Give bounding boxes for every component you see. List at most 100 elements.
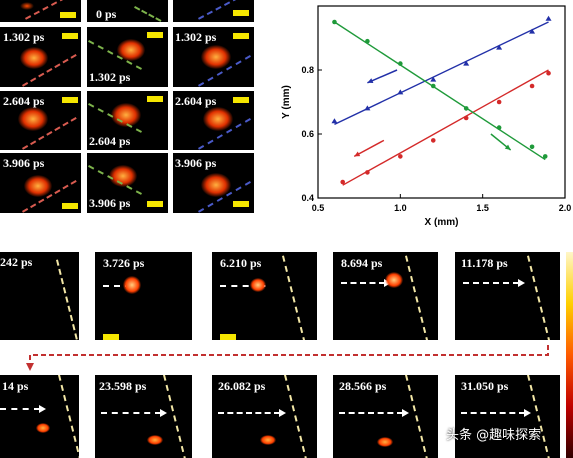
data-point-1 (340, 179, 345, 185)
boundary-line (56, 259, 78, 340)
series-panel-bottom-1: 14 ps (0, 375, 79, 458)
data-point-1 (546, 70, 551, 76)
arrow-head-1 (354, 151, 361, 157)
pulse-spot (260, 435, 276, 445)
pulse-spot (385, 272, 403, 288)
arrow-head-2 (504, 144, 511, 150)
data-point-1 (496, 99, 502, 105)
grid-panel-r1-c1: 1.302 ps (87, 27, 168, 87)
grid-panel-r0-c1: 0 ps (87, 0, 168, 22)
grid-panel-r0-c2 (173, 0, 254, 22)
scale-bar (147, 32, 163, 38)
direction-arrow (463, 279, 525, 287)
boundary-line (282, 255, 306, 340)
time-label: 2.604 ps (175, 94, 217, 108)
pulse-spot (123, 276, 141, 294)
connector-path (26, 345, 549, 371)
grid-panel-r2-c0: 2.604 ps (0, 91, 81, 150)
scale-bar (62, 97, 78, 103)
series-panel-top-5: 11.178 ps (455, 252, 560, 340)
grid-panel-r1-c0: 1.302 ps (0, 27, 81, 87)
grid-panel-r3-c1: 3.906 ps (87, 153, 168, 213)
plot-frame (317, 5, 566, 199)
time-label: 26.082 ps (218, 379, 266, 393)
data-point-1 (463, 115, 469, 121)
data-point-2 (398, 61, 403, 66)
time-label: 31.050 ps (461, 379, 509, 393)
time-label: 28.566 ps (339, 379, 387, 393)
time-label: 3.906 ps (89, 196, 131, 210)
series-panel-bottom-3: 26.082 ps (212, 375, 317, 458)
scale-bar (220, 334, 236, 340)
y-axis-label: Y (mm) (281, 85, 292, 119)
direction-arrow (461, 409, 531, 417)
time-label: 23.598 ps (99, 379, 147, 393)
time-label: 6.210 ps (220, 256, 262, 270)
scale-bar (233, 97, 249, 103)
pulse-spot (18, 107, 48, 131)
data-point-1 (398, 154, 403, 159)
data-point-0 (364, 105, 371, 111)
pulse-spot (201, 45, 231, 69)
series-panel-top-3: 6.210 ps (212, 252, 317, 340)
series-panel-bottom-5: 31.050 ps (455, 375, 560, 458)
series-panel-top-1: 242 ps (0, 252, 79, 340)
y-tick-label: 0.4 (301, 193, 314, 203)
scale-bar (62, 33, 78, 39)
grid-panel-r2-c2: 2.604 ps (173, 91, 254, 150)
pulse-spot (109, 165, 137, 187)
data-point-0 (496, 44, 503, 50)
scale-bar (233, 10, 249, 16)
pulse-spot (36, 423, 50, 433)
grid-panel-r0-c0 (0, 0, 81, 22)
scale-bar (233, 201, 249, 207)
grid-panel-r1-c2: 1.302 ps (173, 27, 254, 87)
time-label: 11.178 ps (461, 256, 508, 270)
data-point-0 (397, 89, 404, 95)
green-trajectory-line (134, 6, 162, 22)
x-tick-label: 0.5 (312, 203, 325, 213)
data-point-2 (529, 144, 535, 150)
direction-arrow (0, 405, 46, 413)
boundary-line (58, 375, 79, 458)
y-tick-label: 0.8 (301, 65, 314, 75)
boundary-line (405, 255, 429, 340)
data-point-2 (365, 38, 370, 44)
data-point-1 (365, 170, 370, 175)
time-label: 1.302 ps (175, 30, 217, 44)
pulse-spot (20, 47, 48, 69)
fit-line-1 (342, 69, 549, 186)
scale-bar (233, 33, 249, 39)
data-point-1 (430, 138, 436, 143)
pulse-spot (117, 39, 145, 61)
scale-bar (62, 203, 78, 209)
intensity-colorbar (566, 252, 573, 458)
pulse-spot (377, 437, 393, 447)
grid-panel-r3-c0: 3.906 ps (0, 153, 81, 213)
x-tick-label: 2.0 (559, 203, 572, 213)
time-label: 3.726 ps (103, 256, 145, 270)
direction-arrow (341, 279, 391, 287)
series-panel-bottom-4: 28.566 ps (333, 375, 438, 458)
pulse-spot (147, 435, 163, 445)
scale-bar (147, 201, 163, 207)
data-point-0 (331, 118, 338, 124)
time-label: 3.906 ps (3, 156, 45, 170)
direction-arrow-1 (353, 139, 385, 158)
series-panel-top-4: 8.694 ps (333, 252, 438, 340)
direction-arrow (101, 409, 167, 417)
scale-bar (147, 96, 163, 102)
direction-arrow (218, 409, 286, 417)
scale-bar (103, 334, 119, 340)
grid-panel-r2-c1: 2.604 ps (87, 91, 168, 150)
data-point-1 (529, 83, 535, 89)
arrow-head-0 (367, 78, 374, 84)
trajectory-chart: 0.5 1.0 1.5 2.0 0.4 0.6 0.8 X (mm) Y (mm) (281, 5, 572, 228)
time-label: 1.302 ps (89, 70, 131, 84)
data-point-0 (529, 28, 536, 34)
boundary-line (527, 255, 551, 340)
direction-arrow (339, 409, 409, 417)
boundary-line (284, 375, 308, 458)
data-point-0 (430, 76, 437, 82)
time-label: 3.906 ps (175, 156, 217, 170)
